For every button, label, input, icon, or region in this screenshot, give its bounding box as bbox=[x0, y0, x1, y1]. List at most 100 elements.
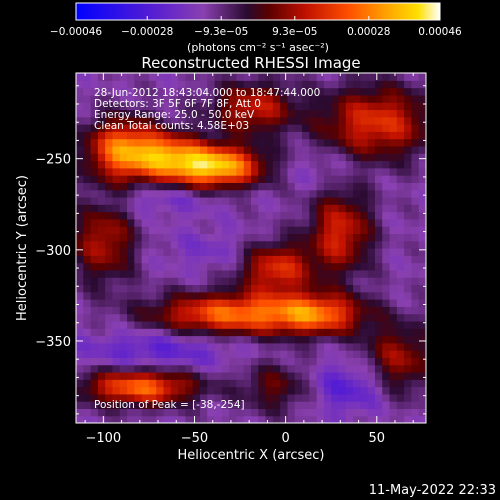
heatmap-pixel bbox=[345, 299, 354, 307]
heatmap-pixel bbox=[148, 189, 157, 198]
heatmap-pixel bbox=[411, 160, 420, 169]
heatmap-pixel bbox=[97, 189, 106, 198]
heatmap-pixel bbox=[170, 211, 179, 220]
heatmap-pixel bbox=[345, 393, 354, 402]
heatmap-pixel bbox=[323, 350, 332, 358]
heatmap-pixel bbox=[243, 116, 252, 125]
heatmap-pixel bbox=[170, 145, 179, 154]
heatmap-pixel bbox=[134, 299, 143, 307]
heatmap-pixel bbox=[280, 342, 289, 351]
heatmap-pixel bbox=[236, 145, 245, 154]
heatmap-pixel bbox=[141, 124, 150, 132]
heatmap-pixel bbox=[141, 291, 150, 300]
heatmap-pixel bbox=[156, 233, 165, 242]
heatmap-pixel bbox=[76, 299, 84, 307]
heatmap-pixel bbox=[287, 255, 296, 264]
heatmap-pixel bbox=[418, 102, 426, 111]
heatmap-pixel bbox=[396, 80, 405, 89]
heatmap-pixel bbox=[323, 116, 332, 125]
heatmap-pixel bbox=[141, 364, 150, 373]
heatmap-pixel bbox=[280, 248, 289, 256]
heatmap-pixel bbox=[287, 233, 296, 242]
heatmap-pixel bbox=[345, 401, 354, 410]
heatmap-pixel bbox=[163, 248, 172, 256]
heatmap-pixel bbox=[265, 335, 274, 344]
heatmap-pixel bbox=[389, 379, 398, 388]
heatmap-pixel bbox=[199, 364, 208, 373]
heatmap-pixel bbox=[404, 255, 413, 264]
heatmap-pixel bbox=[302, 80, 310, 89]
heatmap-pixel bbox=[374, 116, 383, 125]
heatmap-pixel bbox=[90, 313, 99, 322]
heatmap-pixel bbox=[112, 357, 121, 366]
heatmap-pixel bbox=[112, 277, 121, 286]
heatmap-pixel bbox=[97, 116, 106, 125]
heatmap-pixel bbox=[418, 371, 426, 380]
heatmap-pixel bbox=[156, 393, 165, 402]
heatmap-pixel bbox=[178, 379, 186, 388]
heatmap-pixel bbox=[353, 306, 361, 315]
heatmap-pixel bbox=[287, 138, 296, 147]
heatmap-pixel bbox=[287, 306, 296, 315]
heatmap-pixel bbox=[105, 87, 114, 96]
heatmap-pixel bbox=[287, 94, 296, 103]
heatmap-pixel bbox=[251, 160, 259, 169]
heatmap-pixel bbox=[316, 277, 325, 286]
heatmap-pixel bbox=[374, 262, 383, 271]
heatmap-pixel bbox=[316, 371, 325, 380]
heatmap-pixel bbox=[287, 189, 296, 198]
heatmap-pixel bbox=[83, 386, 92, 395]
heatmap-pixel bbox=[134, 328, 143, 337]
heatmap-pixel bbox=[192, 313, 201, 322]
heatmap-pixel bbox=[163, 277, 172, 286]
heatmap-pixel bbox=[90, 109, 99, 118]
heatmap-pixel bbox=[119, 233, 128, 242]
heatmap-pixel bbox=[418, 393, 426, 402]
heatmap-pixel bbox=[141, 109, 150, 118]
heatmap-pixel bbox=[374, 357, 383, 366]
heatmap-pixel bbox=[338, 255, 347, 264]
heatmap-pixel bbox=[411, 248, 420, 256]
heatmap-pixel bbox=[404, 124, 413, 132]
heatmap-pixel bbox=[178, 233, 186, 242]
heatmap-pixel bbox=[112, 320, 121, 329]
heatmap-pixel bbox=[345, 335, 354, 344]
heatmap-pixel bbox=[258, 291, 267, 300]
heatmap-pixel bbox=[207, 116, 216, 125]
heatmap-pixel bbox=[134, 116, 143, 125]
heatmap-pixel bbox=[360, 277, 369, 286]
heatmap-pixel bbox=[345, 189, 354, 198]
heatmap-pixel bbox=[83, 379, 92, 388]
heatmap-pixel bbox=[345, 269, 354, 278]
heatmap-pixel bbox=[272, 335, 281, 344]
heatmap-pixel bbox=[97, 277, 106, 286]
heatmap-pixel bbox=[294, 145, 303, 154]
heatmap-pixel bbox=[411, 313, 420, 322]
heatmap-pixel bbox=[105, 401, 114, 410]
heatmap-pixel bbox=[382, 415, 391, 423]
heatmap-pixel bbox=[258, 124, 267, 132]
heatmap-pixel bbox=[272, 138, 281, 147]
heatmap-pixel bbox=[411, 328, 420, 337]
heatmap-pixel bbox=[404, 145, 413, 154]
heatmap-pixel bbox=[127, 320, 135, 329]
heatmap-pixel bbox=[90, 364, 99, 373]
heatmap-pixel bbox=[302, 211, 310, 220]
heatmap-pixel bbox=[294, 189, 303, 198]
heatmap-pixel bbox=[316, 357, 325, 366]
heatmap-pixel bbox=[316, 364, 325, 373]
heatmap-pixel bbox=[112, 350, 121, 358]
heatmap-pixel bbox=[236, 357, 245, 366]
heatmap-pixel bbox=[90, 131, 99, 140]
heatmap-pixel bbox=[207, 386, 216, 395]
heatmap-pixel bbox=[323, 328, 332, 337]
heatmap-pixel bbox=[382, 335, 391, 344]
heatmap-pixel bbox=[185, 335, 194, 344]
heatmap-pixel bbox=[258, 350, 267, 358]
heatmap-pixel bbox=[76, 73, 84, 81]
heatmap-pixel bbox=[163, 386, 172, 395]
heatmap-pixel bbox=[272, 240, 281, 249]
heatmap-pixel bbox=[207, 175, 216, 183]
heatmap-pixel bbox=[389, 299, 398, 307]
plot-frame bbox=[75, 72, 427, 424]
